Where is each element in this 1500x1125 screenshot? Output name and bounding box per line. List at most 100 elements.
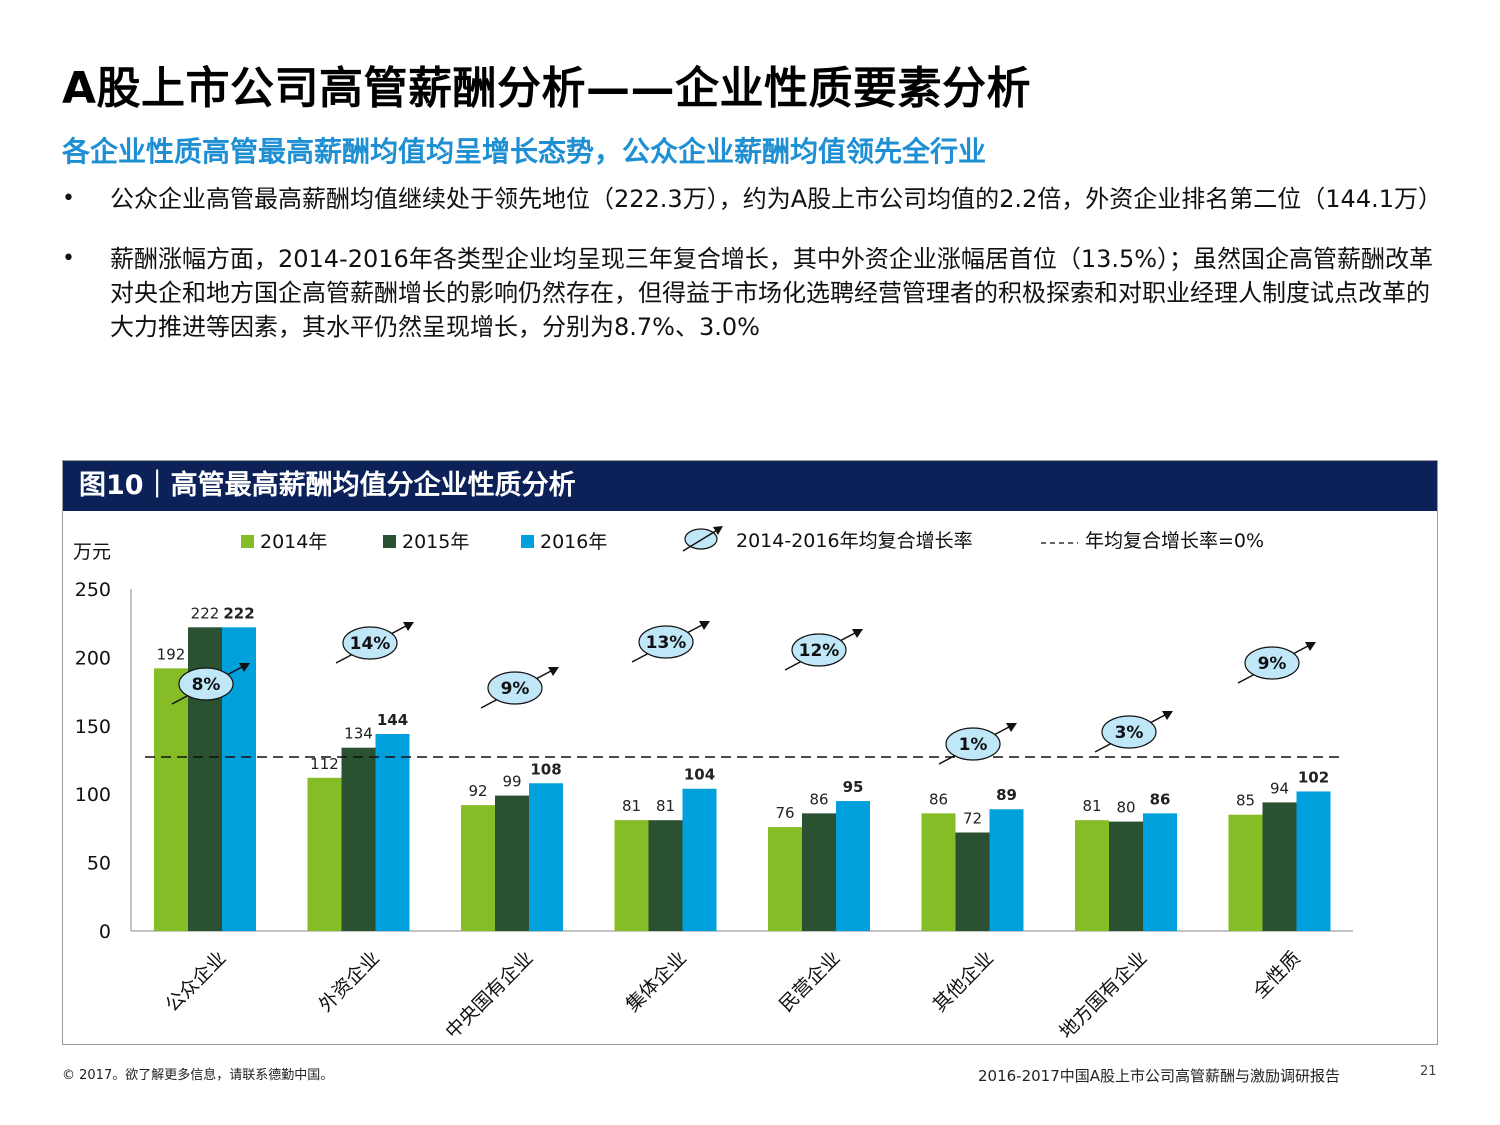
- y-tick-label: 50: [87, 853, 111, 875]
- data-label: 76: [775, 804, 794, 822]
- y-tick-label: 150: [75, 716, 111, 738]
- category-label: 其他企业: [929, 947, 998, 1016]
- data-label: 72: [963, 810, 982, 828]
- data-label: 85: [1236, 792, 1255, 810]
- growth-bubble: [487, 671, 543, 705]
- legend-growth-arrowhead: [713, 526, 723, 535]
- y-tick-label: 0: [99, 921, 111, 943]
- data-label: 95: [843, 778, 864, 796]
- bar: [682, 788, 717, 931]
- bar: [341, 747, 376, 931]
- data-label: 112: [310, 755, 339, 773]
- y-tick-label: 250: [75, 579, 111, 601]
- footer-copyright: © 2017。欲了解更多信息，请联系德勤中国。: [62, 1068, 334, 1083]
- data-label: 144: [377, 711, 408, 729]
- legend-swatch: [521, 535, 534, 548]
- data-label: 192: [157, 645, 186, 663]
- growth-arrowhead: [239, 663, 250, 672]
- legend-zero-label: 年均复合增长率=0%: [1085, 530, 1264, 552]
- growth-rate-label: 12%: [799, 641, 840, 661]
- bar: [1262, 802, 1297, 931]
- data-label: 89: [996, 786, 1017, 804]
- category-label: 地方国有企业: [1055, 947, 1151, 1043]
- growth-arrowhead: [699, 621, 710, 630]
- growth-bubble: [342, 626, 398, 660]
- growth-rate-label: 9%: [501, 679, 530, 699]
- bar: [1143, 813, 1177, 931]
- data-label: 94: [1270, 779, 1289, 797]
- bar: [648, 820, 683, 931]
- growth-rate-label: 13%: [646, 633, 687, 653]
- category-label: 中央国有企业: [441, 947, 537, 1043]
- legend-label: 2014年: [260, 531, 327, 553]
- bar: [307, 777, 342, 931]
- category-label: 全性质: [1249, 947, 1305, 1003]
- data-label: 81: [656, 797, 675, 815]
- bar: [802, 813, 836, 931]
- growth-arrowhead: [1162, 711, 1173, 720]
- data-label: 99: [502, 773, 521, 791]
- growth-arrowhead: [403, 622, 414, 631]
- page-number: 21: [1420, 1064, 1437, 1079]
- bar: [495, 795, 529, 931]
- bullet-item: 薪酬涨幅方面，2014-2016年各类型企业均呈现三年复合增长，其中外资企业涨幅…: [62, 242, 1442, 344]
- y-tick-label: 100: [75, 784, 111, 806]
- category-label: 公众企业: [161, 947, 230, 1016]
- bar-chart: 0 50 100 150 200 250 万元 2014年 2015年 2016年 2014-201…: [73, 526, 1353, 1043]
- category-label: 集体企业: [622, 947, 691, 1016]
- bar: [154, 668, 188, 931]
- growth-arrowhead: [852, 629, 863, 638]
- y-axis-unit: 万元: [73, 541, 111, 563]
- legend-label: 2015年: [402, 531, 469, 553]
- bar: [955, 832, 990, 931]
- growth-arrowhead: [548, 667, 559, 676]
- bar: [921, 813, 956, 931]
- category-label: 民营企业: [775, 947, 844, 1016]
- page-subtitle: 各企业性质高管最高薪酬均值均呈增长态势，公众企业薪酬均值领先全行业: [62, 135, 987, 168]
- category-label: 外资企业: [315, 947, 384, 1016]
- data-label: 222: [191, 604, 220, 622]
- bar: [461, 805, 495, 931]
- bar: [1228, 814, 1263, 931]
- growth-rate-label: 14%: [350, 634, 391, 654]
- footer-report-title: 2016-2017中国A股上市公司高管薪酬与激励调研报告: [978, 1067, 1341, 1085]
- growth-arrowhead: [1006, 723, 1017, 732]
- growth-bubble: [791, 633, 847, 667]
- legend-label: 2016年: [540, 531, 607, 553]
- growth-bubble: [178, 667, 234, 701]
- growth-arrowhead: [1305, 642, 1316, 651]
- bar: [768, 827, 802, 931]
- growth-bubble: [638, 625, 694, 659]
- data-label: 92: [468, 782, 487, 800]
- legend-swatch: [383, 535, 396, 548]
- bar: [1075, 820, 1109, 931]
- growth-bubble: [1244, 646, 1300, 680]
- bar: [836, 801, 870, 931]
- data-label: 86: [929, 790, 948, 808]
- y-tick-label: 200: [75, 647, 111, 669]
- legend-growth-arrow: [682, 528, 720, 552]
- legend-growth-label: 2014-2016年均复合增长率: [736, 530, 973, 552]
- legend-growth-bubble: [684, 528, 718, 550]
- data-label: 80: [1116, 799, 1135, 817]
- bar: [1296, 791, 1331, 931]
- data-label: 104: [684, 766, 715, 784]
- data-label: 86: [809, 790, 828, 808]
- bar: [375, 734, 410, 931]
- data-label: 81: [622, 797, 641, 815]
- bar: [222, 627, 256, 931]
- data-label: 81: [1082, 797, 1101, 815]
- bullet-list: 公众企业高管最高薪酬均值继续处于领先地位（222.3万），约为A股上市公司均值的…: [62, 182, 1442, 370]
- bar: [989, 809, 1024, 931]
- growth-bubble: [1101, 715, 1157, 749]
- data-label: 102: [1298, 768, 1329, 786]
- data-label: 222: [223, 604, 254, 622]
- growth-rate-label: 3%: [1115, 723, 1144, 743]
- growth-rate-label: 9%: [1258, 654, 1287, 674]
- page-title: A股上市公司高管薪酬分析——企业性质要素分析: [62, 63, 1032, 114]
- growth-bubble: [945, 727, 1001, 761]
- growth-rate-label: 8%: [192, 675, 221, 695]
- bar: [529, 783, 563, 931]
- data-label: 134: [344, 725, 373, 743]
- legend-swatch: [241, 535, 254, 548]
